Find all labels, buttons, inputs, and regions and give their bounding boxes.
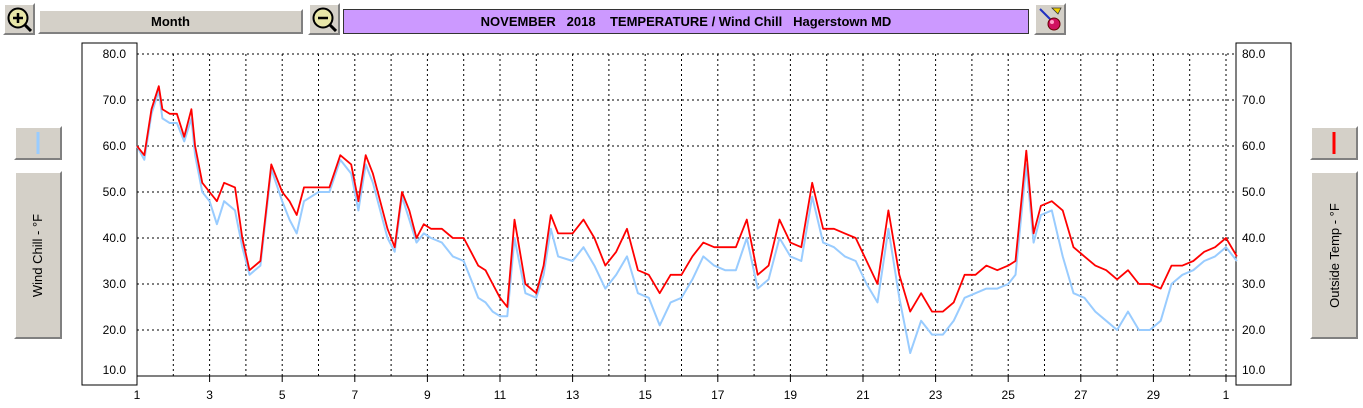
- outside-temp-legend-button[interactable]: [1310, 126, 1358, 160]
- x-tick-label: 1: [1223, 388, 1230, 402]
- graph-tool-button[interactable]: [1034, 3, 1066, 35]
- graph-tool-icon: [1039, 7, 1062, 31]
- outside-temp-swatch-icon: [1332, 132, 1336, 154]
- y-tick-label-left: 60.0: [103, 139, 127, 153]
- zoom-in-button[interactable]: [3, 3, 35, 35]
- y-tick-label-left: 50.0: [103, 185, 127, 199]
- y-tick-label-right: 30.0: [1242, 277, 1266, 291]
- x-tick-label: 7: [351, 388, 358, 402]
- x-tick-label: 13: [566, 388, 580, 402]
- chart-title-bar: NOVEMBER 2018 TEMPERATURE / Wind Chill H…: [343, 9, 1029, 34]
- left-axis-box: [81, 42, 138, 386]
- x-tick-label: 1: [134, 388, 141, 402]
- x-tick-label: 21: [856, 388, 870, 402]
- magnifier-plus-icon: [7, 7, 32, 32]
- x-tick-label: 5: [279, 388, 286, 402]
- magnifier-minus-icon: [312, 7, 337, 32]
- y-tick-label-left: 20.0: [103, 323, 127, 337]
- y-tick-label-left: 40.0: [103, 231, 127, 245]
- month-period-label: Month: [151, 14, 190, 29]
- chart-title: NOVEMBER 2018 TEMPERATURE / Wind Chill H…: [480, 14, 892, 29]
- y-tick-label-left: 70.0: [103, 93, 127, 107]
- wind-chill-legend-button[interactable]: [14, 126, 62, 160]
- y-tick-label-right: 10.0: [1242, 363, 1266, 377]
- y-tick-label-left: 30.0: [103, 277, 127, 291]
- y-tick-label-right: 40.0: [1242, 231, 1266, 245]
- y-tick-label-right: 80.0: [1242, 47, 1266, 61]
- wind-chill-series-line: [136, 89, 1238, 354]
- y-tick-label-right: 70.0: [1242, 93, 1266, 107]
- x-tick-label: 25: [1002, 388, 1016, 402]
- outside-temp-series-line: [136, 85, 1238, 313]
- x-tick-label: 17: [711, 388, 725, 402]
- x-tick-label: 9: [424, 388, 431, 402]
- wind-chill-axis-caption[interactable]: Wind Chill - °F: [14, 171, 62, 339]
- y-tick-label-right: 20.0: [1242, 323, 1266, 337]
- x-tick-label: 23: [929, 388, 943, 402]
- x-tick-label: 11: [494, 388, 507, 402]
- x-tick-label: 29: [1147, 388, 1161, 402]
- wind-chill-swatch-icon: [36, 132, 40, 154]
- zoom-out-button[interactable]: [308, 3, 340, 35]
- month-period-button[interactable]: Month: [38, 9, 303, 34]
- x-tick-label: 19: [784, 388, 798, 402]
- y-tick-label-right: 50.0: [1242, 185, 1266, 199]
- x-tick-label: 27: [1074, 388, 1088, 402]
- x-tick-label: 3: [206, 388, 213, 402]
- y-tick-label-left: 10.0: [103, 363, 127, 377]
- outside-temp-axis-caption[interactable]: Outside Temp - °F: [1310, 171, 1358, 339]
- right-axis-box: [1235, 42, 1292, 386]
- y-tick-label-left: 80.0: [103, 47, 127, 61]
- x-tick-label: 15: [639, 388, 653, 402]
- y-tick-label-right: 60.0: [1242, 139, 1266, 153]
